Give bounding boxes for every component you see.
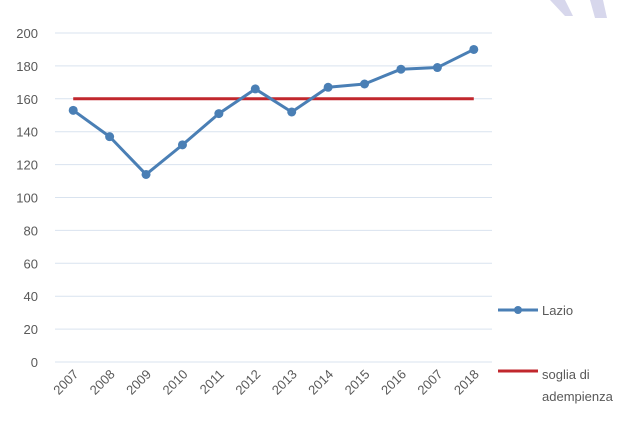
legend-label-soglia: soglia di adempienza [542,367,613,404]
x-axis-ticks: 2007 2008 2009 2010 2011 2012 2013 2014 2015 2016… [50,367,482,398]
y-axis-ticks: 0 20 40 60 80 100 120 140 160 180 200 [16,26,38,370]
x-tick-label: 2018 [451,367,482,398]
data-point-lazio [287,107,297,117]
x-tick-label: 2011 [197,367,227,397]
series-line-lazio [72,48,475,176]
data-point-lazio [360,79,370,89]
x-tick-label: 2008 [87,367,118,398]
gridlines [55,32,492,363]
series-group [68,44,479,179]
data-point-lazio [214,109,224,119]
watermark-logo [550,0,607,18]
y-tick-label: 0 [31,355,38,370]
legend-item-lazio: Lazio [498,303,573,318]
y-tick-label: 60 [24,256,38,271]
x-tick-label: 2009 [123,367,154,398]
data-point-lazio [68,105,78,115]
y-tick-label: 80 [24,223,38,238]
x-tick-label: 2010 [160,367,191,398]
x-tick-label: 2013 [269,367,300,398]
data-point-lazio [432,63,442,73]
y-tick-label: 140 [16,125,38,140]
data-point-lazio [250,84,260,94]
y-tick-label: 100 [16,191,38,206]
x-tick-label: 2007 [414,367,445,398]
legend-swatch-soglia [498,364,538,378]
data-point-lazio [105,132,115,142]
data-point-lazio [141,169,151,179]
y-tick-label: 200 [16,26,38,41]
x-tick-label: 2007 [50,367,81,398]
legend-label-lazio: Lazio [542,303,574,318]
data-point-lazio [323,82,333,92]
data-point-lazio [177,140,187,150]
x-tick-label: 2015 [342,367,373,398]
legend-swatch-lazio [498,303,538,317]
x-tick-label: 2014 [305,367,336,398]
y-tick-label: 40 [24,289,38,304]
y-tick-label: 180 [16,59,38,74]
x-tick-label: 2012 [232,367,263,398]
data-point-lazio [469,44,479,54]
y-tick-label: 160 [16,92,38,107]
y-tick-label: 120 [16,158,38,173]
legend-item-soglia: soglia di adempienza [498,364,643,408]
x-tick-label: 2016 [378,367,409,398]
data-point-lazio [396,64,406,74]
y-tick-label: 20 [24,322,38,337]
